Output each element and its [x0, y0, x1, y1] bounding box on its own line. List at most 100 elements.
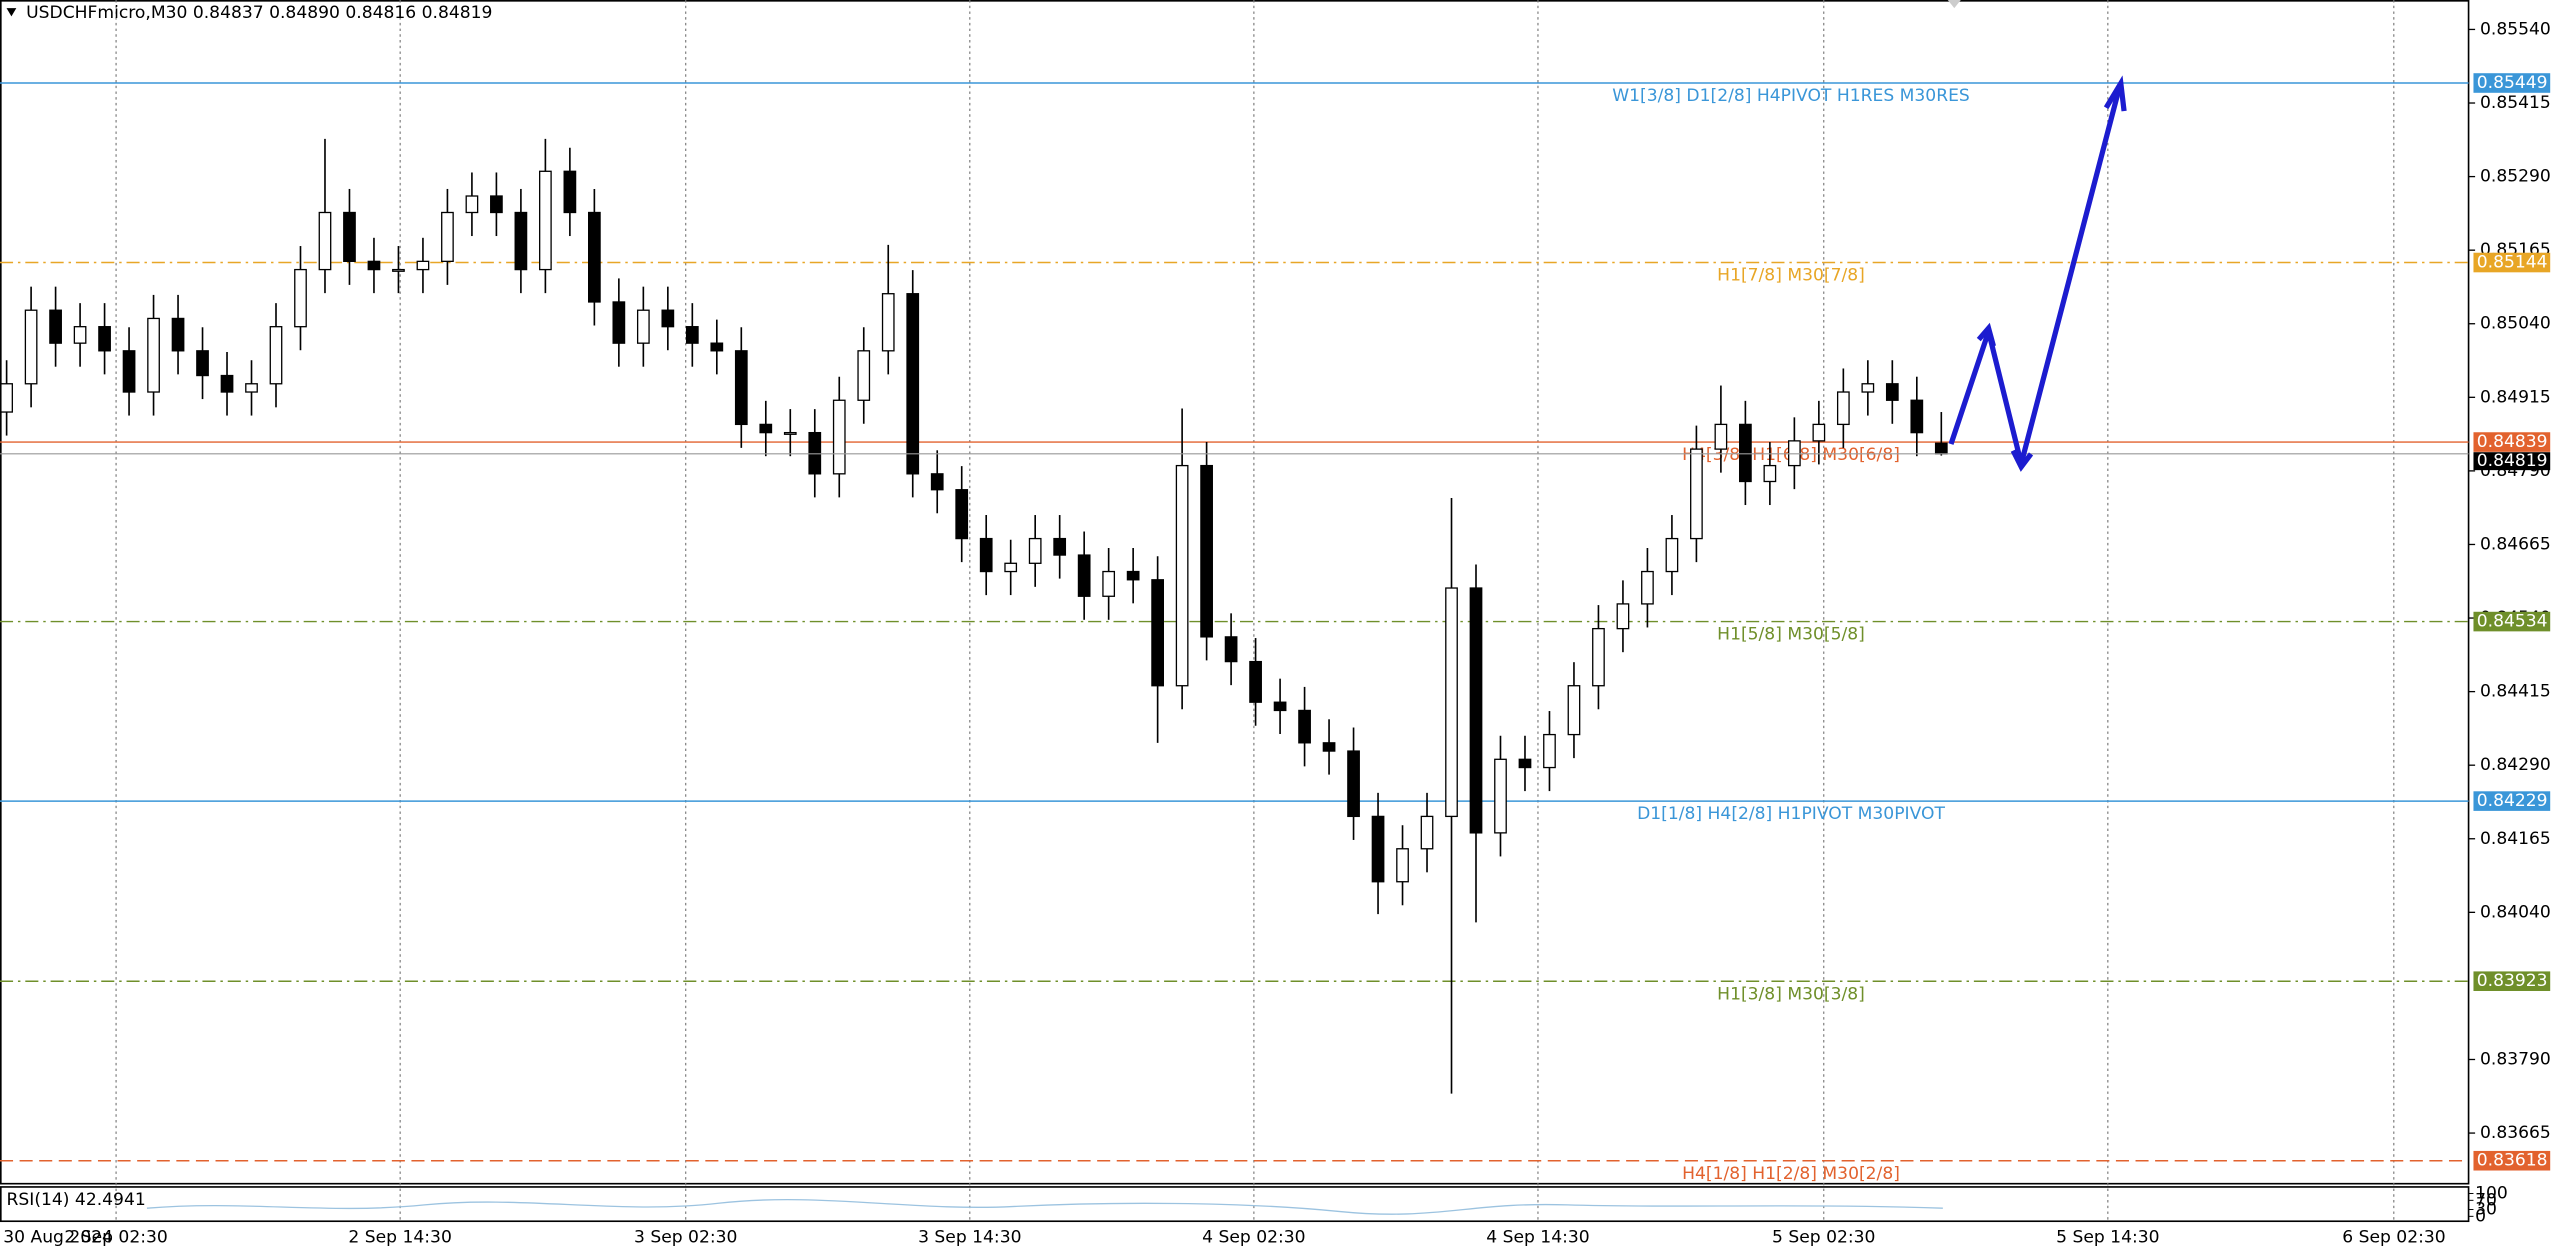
level-price-box	[2473, 252, 2551, 273]
candle-body	[661, 309, 675, 328]
candle-body	[1616, 603, 1630, 630]
candle-body	[318, 211, 332, 271]
level-price-label: 0.85144	[2477, 253, 2548, 273]
y-tick-label: 0.84665	[2480, 534, 2551, 554]
candle-body	[1469, 587, 1483, 834]
candle-body	[930, 473, 944, 491]
candle-body	[1739, 423, 1752, 483]
y-tick-label: 0.85040	[2480, 314, 2551, 334]
rsi-tick-label: 30	[2475, 1199, 2497, 1219]
candle-body	[1420, 815, 1434, 850]
candle-body	[1322, 742, 1336, 752]
x-tick-label: 4 Sep 02:30	[1202, 1228, 1305, 1248]
y-tick-label: 0.84415	[2480, 682, 2551, 702]
candle-body	[1004, 562, 1018, 573]
candle-body	[147, 317, 160, 393]
candle-body	[1567, 685, 1581, 736]
candle-body	[465, 195, 479, 214]
level-price-box	[2473, 1150, 2551, 1171]
candle-body	[269, 326, 283, 385]
header: USDCHFmicro,M30 0.84837 0.84890 0.84816 …	[26, 3, 492, 23]
candle-body	[563, 170, 577, 214]
rsi-label: RSI(14) 42.4941	[7, 1190, 146, 1210]
y-tick-label: 0.84290	[2480, 755, 2551, 775]
candle-body	[0, 383, 13, 413]
y-tick-label: 0.83790	[2480, 1049, 2551, 1069]
candle-body	[1396, 848, 1409, 883]
candle-body	[1224, 636, 1238, 663]
x-tick-label: 5 Sep 14:30	[2056, 1228, 2159, 1248]
candle-body	[1151, 579, 1164, 687]
level-price-box	[2473, 971, 2551, 992]
candle-body	[1910, 399, 1924, 434]
candle-body	[98, 326, 111, 352]
candle-body	[1347, 750, 1360, 818]
x-tick-label: 3 Sep 02:30	[634, 1228, 737, 1248]
candle-body	[1861, 383, 1875, 393]
candle-body	[539, 170, 552, 271]
candle-body	[1494, 758, 1507, 834]
candle-body	[294, 268, 307, 328]
level-price-box	[2473, 432, 2551, 452]
y-tick-label: 0.84165	[2480, 829, 2551, 849]
level-price-label: 0.84839	[2477, 432, 2548, 452]
main-panel	[0, 0, 2470, 1185]
y-tick-label: 0.85290	[2480, 167, 2551, 187]
candle-body	[1641, 570, 1654, 605]
rsi-tick-label: 70	[2475, 1190, 2497, 1210]
candle-body	[196, 350, 209, 377]
x-tick-label: 2 Sep 14:30	[348, 1228, 451, 1248]
level-label: W1[3/8] D1[2/8] H4PIVOT H1RES M30RES	[1612, 86, 1970, 106]
candle-body	[685, 326, 699, 344]
candle-body	[710, 342, 724, 352]
level-price-box	[2473, 791, 2551, 811]
candle-body	[367, 260, 381, 271]
level-label: H1[5/8] M30[5/8]	[1717, 625, 1865, 645]
level-price-label: 0.84229	[2477, 791, 2548, 811]
x-tick-label: 6 Sep 02:30	[2342, 1228, 2445, 1248]
y-tick-label: 0.85540	[2480, 19, 2551, 39]
shift-marker	[1947, 0, 1961, 9]
level-label: D1[1/8] H4[2/8] H1PIVOT M30PIVOT	[1637, 804, 1945, 824]
candle-body	[514, 211, 528, 271]
candle-body	[857, 350, 871, 401]
candle-body	[1763, 464, 1777, 483]
x-tick-label: 2 Sep 02:30	[64, 1228, 167, 1248]
candle-body	[1934, 442, 1948, 455]
candle-body	[245, 383, 258, 393]
candle-body	[24, 309, 38, 385]
candle-body	[416, 260, 430, 271]
candle-body	[220, 374, 234, 393]
candle-body	[1200, 464, 1213, 638]
level-label: H1[3/8] M30[3/8]	[1717, 984, 1865, 1004]
candle-body	[392, 268, 405, 272]
rsi-tick-label: 0	[2475, 1206, 2486, 1226]
candle-body	[1249, 660, 1262, 703]
candle-body	[1690, 448, 1703, 540]
candle-body	[587, 211, 601, 303]
candle-body	[832, 399, 846, 475]
x-tick-label: 30 Aug 2024	[3, 1228, 113, 1248]
level-price-box	[2473, 73, 2551, 93]
candle-body	[122, 350, 136, 393]
candle-body	[759, 423, 773, 434]
candle-body	[636, 309, 650, 344]
y-tick-label: 0.84915	[2480, 387, 2551, 407]
level-label: H1[7/8] M30[7/8]	[1717, 266, 1865, 286]
candle-body	[1273, 701, 1287, 712]
level-price-label: 0.84534	[2477, 612, 2548, 632]
candle-body	[1788, 440, 1801, 467]
candle-body	[171, 317, 185, 352]
x-tick-label: 4 Sep 14:30	[1486, 1228, 1589, 1248]
candle-body	[906, 293, 920, 475]
candle-body	[979, 537, 993, 573]
rsi-tick-label: 100	[2475, 1183, 2508, 1203]
candle-body	[783, 431, 797, 435]
y-tick-label: 0.85415	[2480, 93, 2551, 113]
x-tick-label: 5 Sep 02:30	[1772, 1228, 1875, 1248]
level-price-label: 0.83618	[2477, 1151, 2548, 1171]
candle-body	[1445, 587, 1458, 818]
candle-body	[490, 195, 503, 214]
